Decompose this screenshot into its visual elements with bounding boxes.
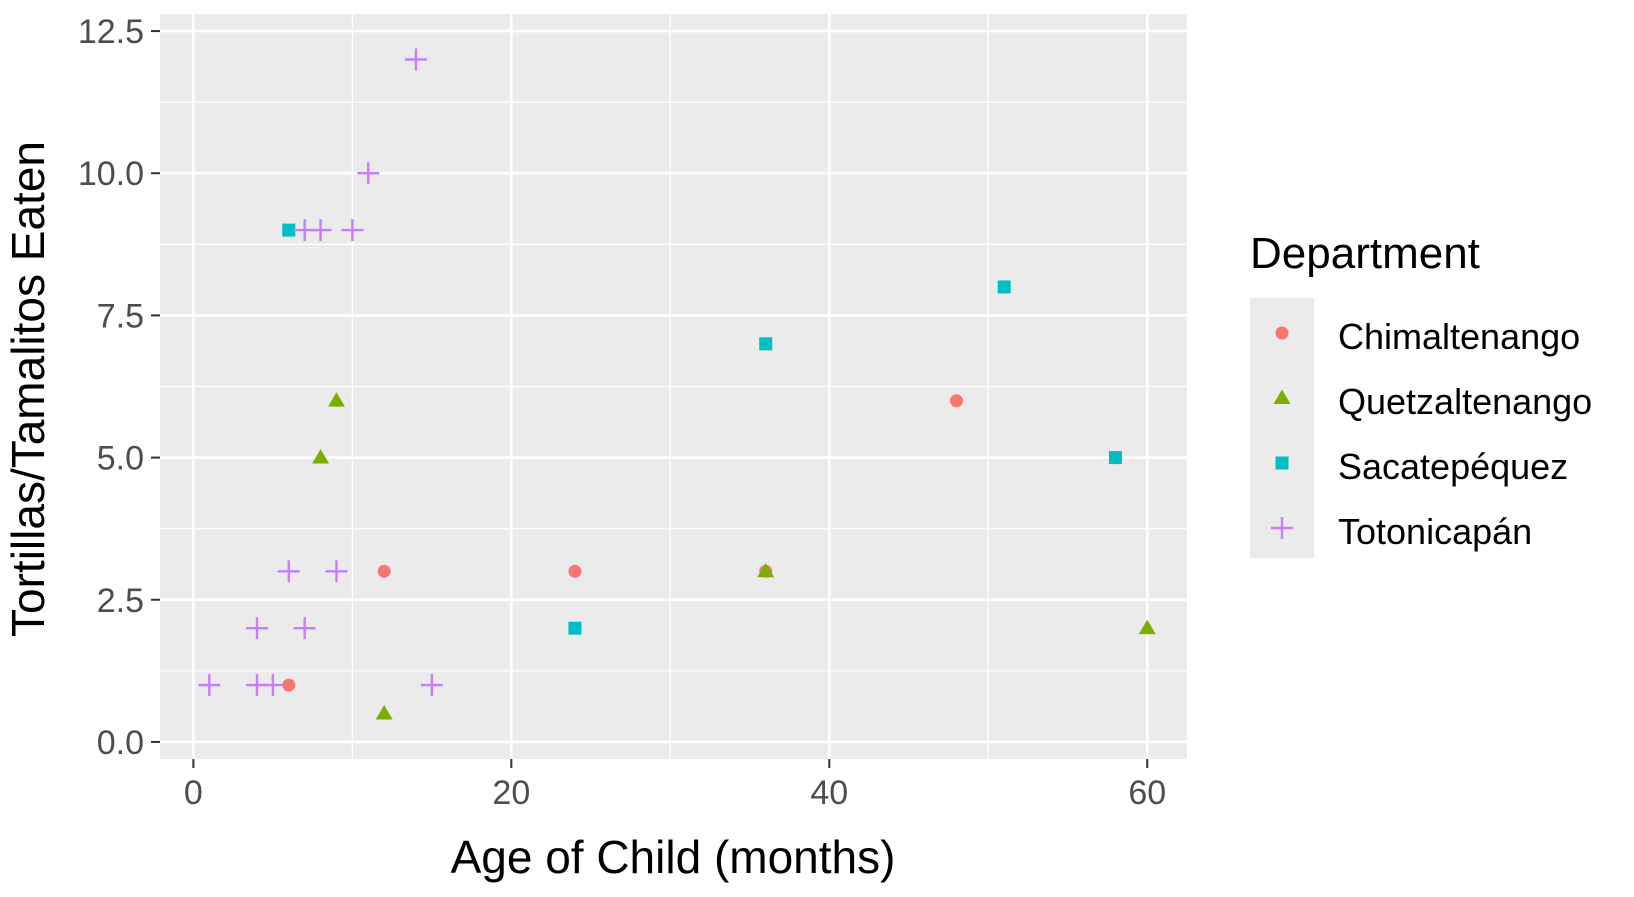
legend: Department Chimaltenango Quetzaltenango …	[1250, 229, 1592, 558]
point-sacatepequez	[759, 337, 773, 351]
point-totonicapan	[293, 617, 316, 640]
legend-label-quetzaltenango: Quetzaltenango	[1338, 381, 1592, 422]
axis-ticks	[151, 30, 1149, 768]
y-tick-label: 5.0	[97, 440, 144, 478]
x-tick-label: 0	[184, 774, 203, 812]
point-chimaltenango	[377, 564, 391, 578]
point-chimaltenango	[568, 564, 582, 578]
legend-label-sacatepequez: Sacatepéquez	[1338, 446, 1568, 487]
x-tick-label: 60	[1128, 774, 1166, 812]
legend-label-chimaltenango: Chimaltenango	[1338, 316, 1580, 357]
point-totonicapan	[357, 162, 380, 185]
point-chimaltenango	[949, 394, 963, 408]
point-totonicapan	[325, 560, 348, 583]
y-axis-title: Tortillas/Tamalitos Eaten	[2, 141, 54, 637]
legend-label-totonicapan: Totonicapán	[1338, 511, 1532, 552]
legend-key-background	[1250, 298, 1314, 558]
point-sacatepequez	[997, 280, 1011, 294]
y-axis-tick-labels: 0.0 2.5 5.0 7.5 10.0 12.5	[78, 13, 144, 762]
point-quetzaltenango	[757, 562, 775, 578]
legend-key-totonicapan	[1271, 517, 1293, 539]
minor-gridlines	[160, 14, 1187, 759]
y-tick-label: 0.0	[97, 724, 144, 762]
point-totonicapan	[341, 219, 364, 242]
point-sacatepequez	[282, 223, 296, 237]
y-tick-label: 7.5	[97, 297, 144, 335]
legend-key-sacatepequez	[1275, 456, 1289, 470]
point-totonicapan	[245, 617, 268, 640]
point-totonicapan	[309, 219, 332, 242]
y-tick-label: 2.5	[97, 582, 144, 620]
point-totonicapan	[420, 674, 443, 697]
y-tick-label: 12.5	[78, 13, 144, 51]
point-totonicapan	[277, 560, 300, 583]
x-axis-tick-labels: 0 20 40 60	[184, 774, 1166, 812]
major-gridlines	[160, 14, 1187, 759]
legend-keys	[1271, 326, 1293, 539]
point-totonicapan	[404, 48, 427, 71]
point-totonicapan	[261, 674, 284, 697]
point-sacatepequez	[1108, 451, 1122, 465]
x-tick-label: 40	[810, 774, 848, 812]
x-tick-label: 20	[492, 774, 530, 812]
legend-key-quetzaltenango	[1273, 389, 1291, 404]
legend-title: Department	[1250, 229, 1480, 278]
point-quetzaltenango	[375, 705, 393, 720]
legend-key-chimaltenango	[1275, 326, 1289, 340]
point-quetzaltenango	[327, 392, 345, 407]
point-totonicapan	[198, 674, 221, 697]
point-chimaltenango	[282, 678, 296, 692]
data-points	[198, 48, 1156, 720]
point-sacatepequez	[568, 621, 582, 635]
point-quetzaltenango	[312, 449, 330, 464]
point-quetzaltenango	[1138, 619, 1156, 635]
x-axis-title: Age of Child (months)	[451, 831, 896, 883]
y-tick-label: 10.0	[78, 155, 144, 193]
